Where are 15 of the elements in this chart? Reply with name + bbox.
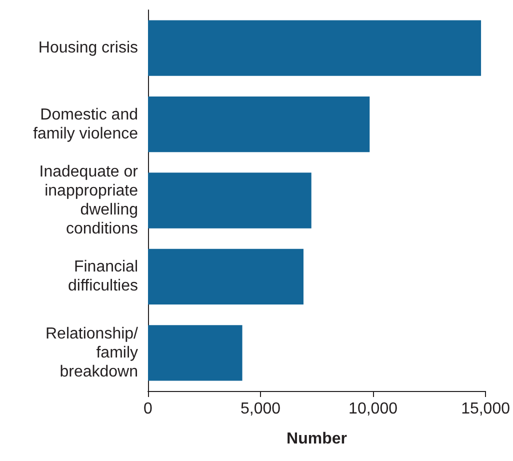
- y-tick-label: Financial difficulties: [68, 258, 138, 295]
- y-tick-label: Domestic and family violence: [33, 106, 138, 142]
- x-tick-label: 0: [144, 400, 153, 418]
- y-tick-label: Relationship/ family breakdown: [46, 325, 139, 380]
- y-tick-label: Inadequate or inappropriate dwelling conditions: [39, 164, 139, 238]
- bar: [148, 172, 312, 228]
- bar: [148, 248, 304, 305]
- y-tick-label: Housing crisis: [38, 40, 138, 57]
- bar: [148, 20, 482, 76]
- x-tick-label: 10,000: [348, 400, 398, 418]
- x-axis-title: Number: [286, 430, 347, 448]
- x-tick-label: 5,000: [240, 400, 281, 418]
- bar: [148, 325, 242, 381]
- bar: [148, 96, 370, 152]
- x-tick-label: 15,000: [461, 400, 510, 418]
